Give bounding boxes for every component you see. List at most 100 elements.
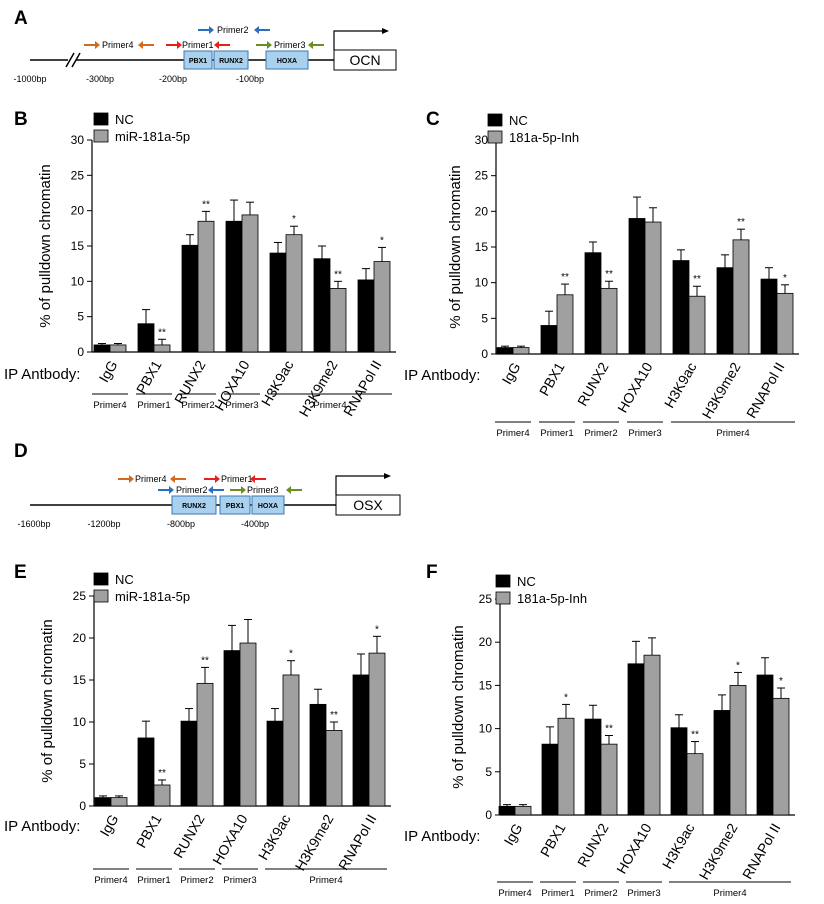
bar	[352, 674, 370, 807]
primer4-label: Primer4	[135, 474, 167, 484]
ocn-gene-box	[333, 49, 397, 71]
bar	[368, 652, 386, 807]
bar	[713, 710, 731, 816]
x-tick-label: PBX1	[536, 359, 568, 398]
legend-swatch	[495, 591, 511, 605]
legend-label: 181a-5p-Inh	[509, 130, 579, 145]
bar	[627, 663, 645, 816]
y-axis-label: % of pulldown chromatin	[39, 619, 56, 782]
bar	[109, 344, 127, 353]
legend-label: 181a-5p-Inh	[517, 591, 587, 606]
primer1-reverse-arrow	[214, 41, 230, 49]
ip-antibody-label: IP Antbody:	[4, 366, 80, 383]
y-tick-label: 0	[77, 345, 84, 359]
bar	[556, 294, 574, 355]
y-tick-label: 15	[71, 239, 85, 253]
x-tick-label: H3K9me2	[696, 820, 741, 882]
x-tick-label: PBX1	[133, 357, 165, 396]
primer4-reverse-arrow	[138, 41, 154, 49]
legend-label: miR-181a-5p	[115, 589, 190, 604]
bar	[541, 743, 559, 816]
primer-group-label: Primer4	[93, 400, 126, 411]
pbx1-box	[183, 50, 213, 70]
runx2-box-label: RUNX2	[219, 58, 243, 65]
primer-group-label: Primer2	[584, 888, 617, 899]
significance-marker: **	[158, 327, 166, 338]
bar	[239, 642, 257, 807]
x-tick-label: IgG	[500, 821, 525, 849]
x-tick-label: RUNX2	[574, 820, 612, 869]
primer-group-label: Primer4	[496, 428, 529, 439]
legend-swatch	[93, 572, 109, 586]
significance-marker: **	[201, 655, 209, 666]
primer-group-label: Primer3	[627, 888, 660, 899]
bar	[110, 797, 128, 807]
bar	[285, 234, 303, 353]
ip-antibody-label: IP Antbody:	[404, 367, 480, 384]
primer-group-label: Primer2	[181, 400, 214, 411]
legend-label: NC	[509, 113, 528, 128]
significance-marker: *	[380, 235, 384, 246]
position-label: -300bp	[86, 74, 114, 84]
primer-group-label: Primer4	[94, 875, 127, 886]
pbx1-box-label: PBX1	[226, 503, 244, 510]
legend-swatch	[93, 589, 109, 603]
primer4-reverse-arrow	[170, 475, 186, 483]
legend-label: NC	[115, 572, 134, 587]
primer-group-label: Primer3	[223, 875, 256, 886]
significance-marker: *	[292, 214, 296, 225]
bar	[496, 347, 514, 355]
y-tick-label: 25	[479, 592, 493, 606]
bar	[732, 239, 750, 355]
bar	[181, 244, 199, 353]
x-tick-label: RUNX2	[170, 811, 208, 860]
bar	[600, 287, 618, 355]
bar	[512, 347, 530, 355]
x-tick-label: H3K9ac	[258, 358, 297, 409]
runx2-box	[171, 495, 217, 515]
bar	[686, 753, 704, 816]
chart-panel-c: C 0 5 10 15 20 25 30 % of pulldown chromatin NC 1…	[404, 109, 799, 439]
significance-marker: **	[330, 710, 338, 721]
bar	[137, 323, 155, 353]
primer4-forward-arrow	[118, 475, 134, 483]
y-tick-label: 15	[479, 678, 493, 692]
bar	[672, 260, 690, 355]
x-tick-label: PBX1	[133, 811, 165, 850]
hoxa-box	[265, 50, 309, 70]
position-label: -200bp	[159, 74, 187, 84]
primer1-label: Primer1	[182, 40, 214, 50]
bar	[282, 674, 300, 807]
y-tick-label: 5	[77, 310, 84, 324]
primer3-label: Primer3	[247, 485, 279, 495]
bar	[309, 703, 327, 807]
y-tick-label: 20	[479, 635, 493, 649]
primer4-label: Primer4	[102, 40, 134, 50]
primer-group-label: Primer4	[313, 400, 346, 411]
bar	[373, 261, 391, 353]
promoter-diagram-ocn: A PBX1 RUNX2 HOXA OCN Primer4 Primer1 Pr…	[13, 8, 397, 84]
x-tick-label: H3K9me2	[699, 359, 744, 421]
bar	[584, 718, 602, 816]
primer2-forward-arrow	[158, 486, 174, 494]
primer-group-label: Primer3	[628, 428, 661, 439]
hoxa-box-label: HOXA	[277, 58, 297, 65]
bar	[269, 252, 287, 353]
significance-marker: **	[691, 730, 699, 741]
panel-label-a: A	[14, 8, 28, 29]
primer-group-label: Primer4	[716, 428, 749, 439]
bar	[628, 218, 646, 355]
x-tick-label: HOXA10	[209, 811, 251, 867]
ip-antibody-label: IP Antbody:	[404, 828, 480, 845]
significance-marker: **	[605, 724, 613, 735]
x-tick-label: HOXA10	[613, 820, 655, 876]
bar	[196, 682, 214, 807]
y-tick-label: 25	[73, 589, 87, 603]
bar	[670, 727, 688, 816]
bar	[137, 737, 155, 807]
position-label: -1200bp	[87, 519, 120, 529]
legend-swatch	[487, 130, 503, 144]
bar	[540, 325, 558, 355]
bar	[329, 287, 347, 353]
bar	[643, 654, 661, 816]
